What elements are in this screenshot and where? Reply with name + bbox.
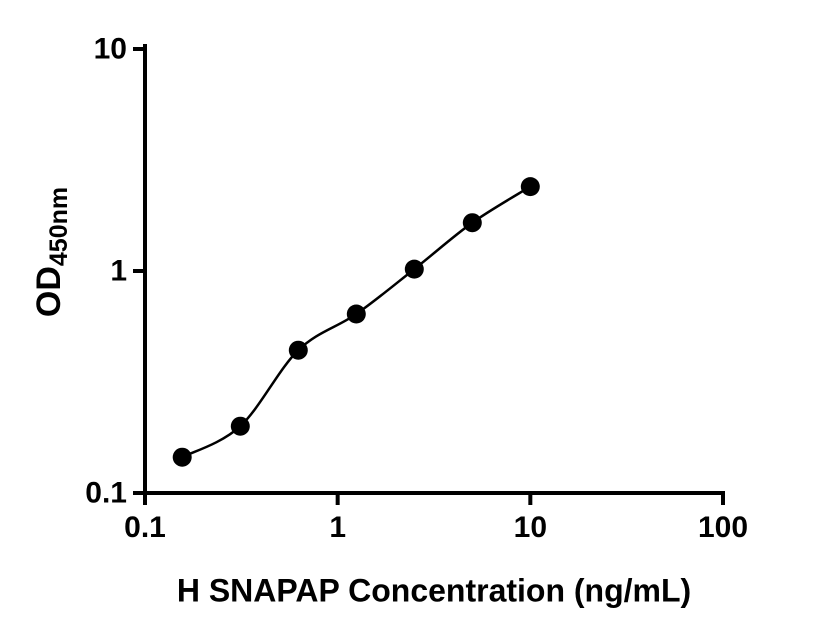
x-axis-tick-label: 0.1 bbox=[124, 511, 166, 544]
data-point bbox=[520, 177, 540, 197]
x-axis-title: H SNAPAP Concentration (ng/mL) bbox=[176, 572, 692, 609]
y-axis-title: OD450nm bbox=[30, 187, 74, 317]
x-axis-tick-label: 1 bbox=[329, 511, 346, 544]
data-point bbox=[404, 259, 424, 279]
y-axis-title-main: OD bbox=[30, 266, 68, 318]
x-axis-tick-label: 100 bbox=[698, 511, 748, 544]
y-axis-tick-label: 0.1 bbox=[85, 477, 127, 510]
y-axis-tick-label: 1 bbox=[110, 255, 127, 288]
data-point bbox=[288, 340, 308, 360]
x-axis-tick-label: 10 bbox=[514, 511, 547, 544]
y-axis-title-subscript: 450nm bbox=[45, 186, 73, 267]
data-point bbox=[462, 213, 482, 233]
data-point bbox=[346, 304, 366, 324]
data-point bbox=[230, 416, 250, 436]
data-point bbox=[172, 447, 192, 467]
y-axis-tick-label: 10 bbox=[94, 33, 127, 66]
